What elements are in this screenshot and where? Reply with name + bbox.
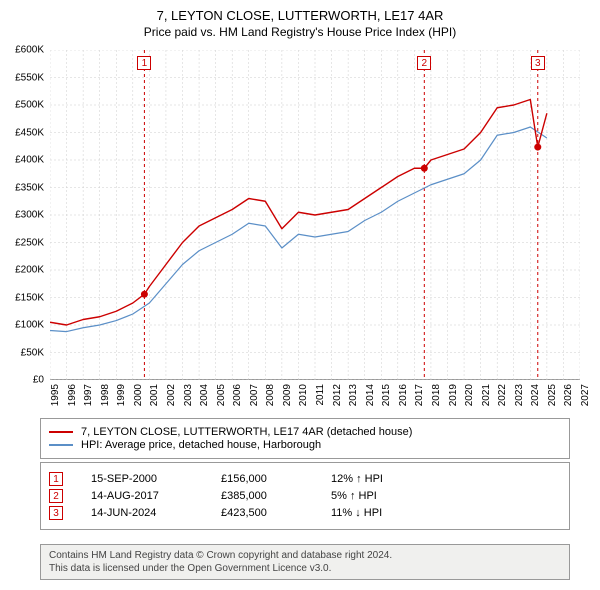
y-tick-label: £450K: [15, 127, 44, 138]
x-tick-label: 2005: [216, 384, 227, 406]
x-tick-label: 2025: [547, 384, 558, 406]
event-marker-badge: 3: [531, 56, 545, 70]
y-tick-label: £150K: [15, 292, 44, 303]
event-number-badge: 1: [49, 472, 63, 486]
event-price: £385,000: [221, 490, 331, 502]
x-tick-label: 2015: [381, 384, 392, 406]
legend-item: 7, LEYTON CLOSE, LUTTERWORTH, LE17 4AR (…: [49, 426, 561, 438]
legend-label: 7, LEYTON CLOSE, LUTTERWORTH, LE17 4AR (…: [81, 426, 412, 438]
chart-container: 7, LEYTON CLOSE, LUTTERWORTH, LE17 4AR P…: [0, 0, 600, 590]
x-tick-label: 2000: [133, 384, 144, 406]
legend-swatch: [49, 444, 73, 446]
legend-item: HPI: Average price, detached house, Harb…: [49, 439, 561, 451]
event-date: 14-JUN-2024: [91, 507, 221, 519]
y-tick-label: £300K: [15, 210, 44, 221]
x-tick-label: 2002: [166, 384, 177, 406]
y-tick-label: £250K: [15, 237, 44, 248]
event-row: 3 14-JUN-2024£423,50011% ↓ HPI: [49, 506, 561, 520]
x-tick-label: 2007: [249, 384, 260, 406]
footer-line-1: Contains HM Land Registry data © Crown c…: [49, 549, 561, 562]
x-tick-label: 2021: [481, 384, 492, 406]
x-tick-label: 2006: [232, 384, 243, 406]
x-tick-label: 2019: [448, 384, 459, 406]
event-number-badge: 2: [49, 489, 63, 503]
chart-plot-area: 1 2 3: [50, 50, 580, 380]
event-delta: 12% ↑ HPI: [331, 473, 451, 485]
y-tick-label: £400K: [15, 155, 44, 166]
x-tick-label: 2008: [265, 384, 276, 406]
y-tick-label: £350K: [15, 182, 44, 193]
x-tick-label: 2013: [348, 384, 359, 406]
legend-label: HPI: Average price, detached house, Harb…: [81, 439, 321, 451]
x-tick-label: 2004: [199, 384, 210, 406]
x-tick-label: 2010: [298, 384, 309, 406]
event-row: 2 14-AUG-2017£385,0005% ↑ HPI: [49, 489, 561, 503]
footer-line-2: This data is licensed under the Open Gov…: [49, 562, 561, 575]
x-tick-label: 2020: [464, 384, 475, 406]
event-marker-badge: 1: [137, 56, 151, 70]
x-tick-label: 1996: [67, 384, 78, 406]
title-block: 7, LEYTON CLOSE, LUTTERWORTH, LE17 4AR P…: [0, 0, 600, 43]
x-tick-label: 2018: [431, 384, 442, 406]
event-delta: 5% ↑ HPI: [331, 490, 451, 502]
event-row: 1 15-SEP-2000£156,00012% ↑ HPI: [49, 472, 561, 486]
event-date: 14-AUG-2017: [91, 490, 221, 502]
legend: 7, LEYTON CLOSE, LUTTERWORTH, LE17 4AR (…: [40, 418, 570, 459]
event-date: 15-SEP-2000: [91, 473, 221, 485]
chart-title: 7, LEYTON CLOSE, LUTTERWORTH, LE17 4AR: [0, 8, 600, 23]
event-number-badge: 3: [49, 506, 63, 520]
y-tick-label: £550K: [15, 72, 44, 83]
x-tick-label: 2022: [497, 384, 508, 406]
event-delta: 11% ↓ HPI: [331, 507, 451, 519]
x-tick-label: 2014: [365, 384, 376, 406]
legend-swatch: [49, 431, 73, 433]
x-tick-label: 1997: [83, 384, 94, 406]
x-tick-label: 2023: [514, 384, 525, 406]
x-tick-label: 2011: [315, 384, 326, 406]
events-table: 1 15-SEP-2000£156,00012% ↑ HPI 2 14-AUG-201…: [40, 462, 570, 530]
x-tick-label: 2016: [398, 384, 409, 406]
y-tick-label: £200K: [15, 265, 44, 276]
event-marker-badge: 2: [417, 56, 431, 70]
x-tick-label: 1998: [100, 384, 111, 406]
y-tick-label: £100K: [15, 320, 44, 331]
x-tick-label: 2024: [530, 384, 541, 406]
chart-subtitle: Price paid vs. HM Land Registry's House …: [0, 25, 600, 39]
x-tick-label: 2001: [149, 384, 160, 406]
event-price: £423,500: [221, 507, 331, 519]
y-tick-label: £0: [33, 375, 44, 386]
y-tick-label: £50K: [21, 347, 44, 358]
x-tick-label: 1995: [50, 384, 61, 406]
x-tick-label: 1999: [116, 384, 127, 406]
x-tick-label: 2017: [414, 384, 425, 406]
x-tick-label: 2027: [580, 384, 591, 406]
x-tick-label: 2003: [183, 384, 194, 406]
attribution-footer: Contains HM Land Registry data © Crown c…: [40, 544, 570, 580]
x-tick-label: 2026: [563, 384, 574, 406]
x-tick-label: 2009: [282, 384, 293, 406]
y-axis-labels: £0£50K£100K£150K£200K£250K£300K£350K£400…: [0, 50, 48, 380]
event-price: £156,000: [221, 473, 331, 485]
chart-svg: [50, 50, 580, 380]
y-tick-label: £500K: [15, 100, 44, 111]
x-tick-label: 2012: [332, 384, 343, 406]
y-tick-label: £600K: [15, 45, 44, 56]
